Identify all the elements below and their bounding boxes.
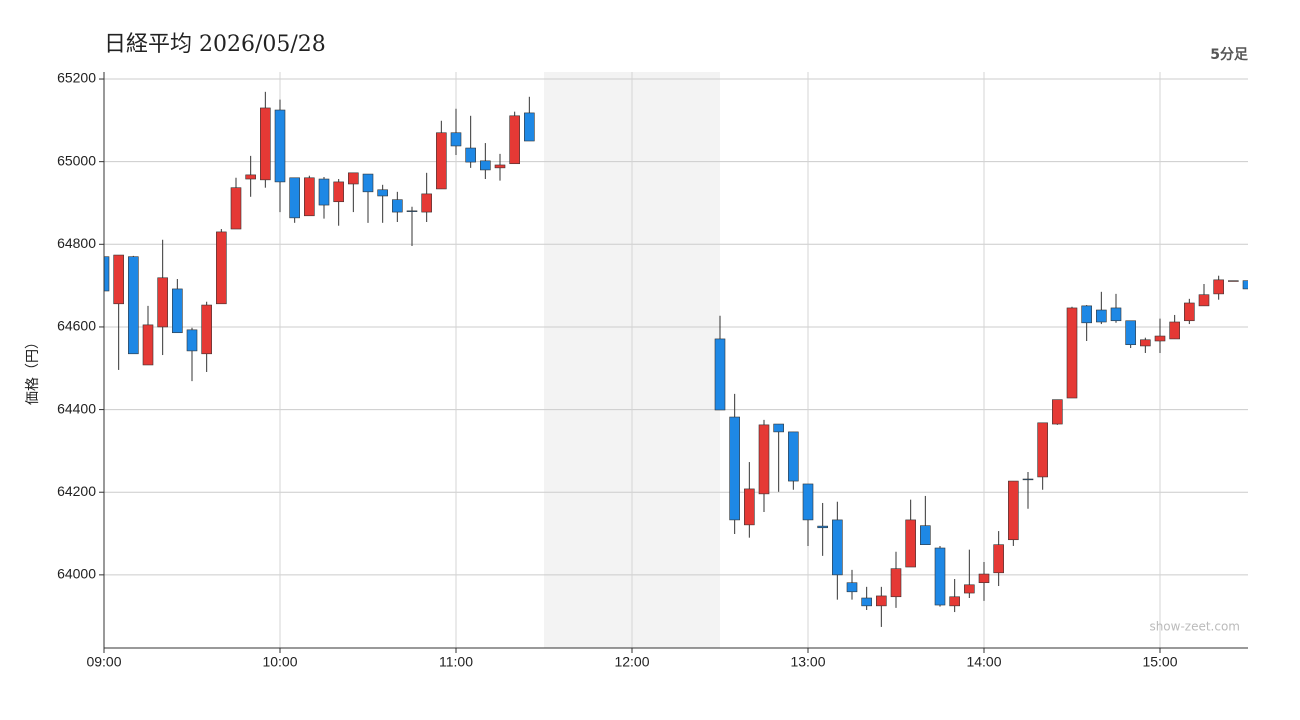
y-tick-label: 64200 [57, 483, 96, 499]
x-tick-label: 15:00 [1142, 654, 1177, 670]
candle-body [861, 597, 872, 607]
candle-body [157, 277, 168, 328]
y-tick-label: 64600 [57, 318, 96, 334]
candle-body [201, 304, 212, 355]
candle-body [1008, 480, 1019, 541]
candle-body [817, 525, 828, 529]
candle-body [905, 519, 916, 568]
candle-body [274, 109, 286, 183]
x-tick-label: 10:00 [262, 654, 297, 670]
candle-body [480, 160, 491, 171]
x-tick-label: 11:00 [439, 654, 473, 670]
candle-body [377, 189, 388, 197]
candle-body [1169, 321, 1180, 340]
candle-body [128, 256, 139, 355]
candle-body [186, 329, 198, 352]
candle-body [406, 210, 418, 212]
x-tick-label: 13:00 [790, 654, 825, 670]
candle-body [729, 416, 740, 521]
x-tick-label: 14:00 [966, 654, 1001, 670]
candle-body [1154, 335, 1166, 342]
candle-body [245, 174, 256, 180]
x-tick-label: 12:00 [614, 654, 649, 670]
candle-body [1228, 280, 1239, 282]
candle-body [260, 107, 271, 181]
y-tick-label: 64000 [57, 566, 96, 582]
x-tick-label: 09:00 [86, 654, 121, 670]
candle-body [788, 431, 799, 482]
candle-body [289, 177, 300, 219]
candle-body [964, 584, 975, 594]
plot-background [99, 72, 1248, 653]
candle-body [993, 544, 1004, 574]
candle-body [1066, 307, 1078, 399]
candle-body [1140, 339, 1151, 347]
candle-body [392, 199, 403, 213]
y-tick-label: 65200 [57, 70, 96, 86]
watermark: show-zeet.com [1149, 620, 1240, 634]
candle-body [318, 178, 330, 206]
candle-body [436, 132, 447, 190]
y-tick-label: 65000 [57, 152, 96, 168]
candle-body [1081, 305, 1092, 324]
candle-body [465, 147, 476, 163]
candle-body [1184, 302, 1195, 322]
candle-body [142, 324, 154, 366]
candle-body [832, 519, 843, 576]
candle-body [758, 424, 770, 495]
candles [104, 91, 1248, 627]
candle-body [890, 568, 902, 598]
candle-body [450, 132, 462, 147]
candle-body [744, 488, 755, 526]
y-axis-label: 価格（円） [25, 335, 41, 405]
chart-title: 日経平均 2026/05/28 [104, 32, 326, 57]
candle-body [1052, 399, 1063, 425]
candle-body [494, 164, 506, 169]
candle-body [949, 596, 960, 607]
candle-body [934, 547, 946, 606]
candle-body [978, 573, 990, 584]
candle-body [1242, 280, 1248, 290]
candle-body [421, 193, 432, 213]
candle-body [714, 338, 726, 411]
candle-body [773, 423, 784, 433]
y-tick-label: 64400 [57, 400, 96, 416]
candle-body [348, 172, 359, 185]
candle-body [172, 288, 183, 334]
candle-body [230, 187, 242, 230]
candle-body [216, 231, 227, 305]
candle-body [509, 115, 520, 165]
candle-body [1198, 294, 1210, 307]
candle-body [524, 112, 535, 142]
candle-body [1022, 478, 1034, 481]
y-tick-label: 64800 [57, 235, 96, 251]
candle-body [362, 173, 374, 193]
candle-body [802, 483, 814, 521]
candle-body [1110, 307, 1122, 322]
candle-body [304, 177, 315, 217]
candle-body [876, 595, 887, 607]
timeframe-label: 5分足 [1210, 47, 1249, 63]
candle-body [333, 181, 344, 203]
candle-body [1096, 309, 1107, 323]
candle-body [113, 254, 124, 305]
candle-body [846, 582, 858, 593]
candle-body [920, 525, 931, 546]
candle-body [104, 256, 110, 292]
candle-body [1213, 279, 1224, 295]
candle-body [1037, 422, 1048, 478]
candle-body [1125, 320, 1136, 346]
